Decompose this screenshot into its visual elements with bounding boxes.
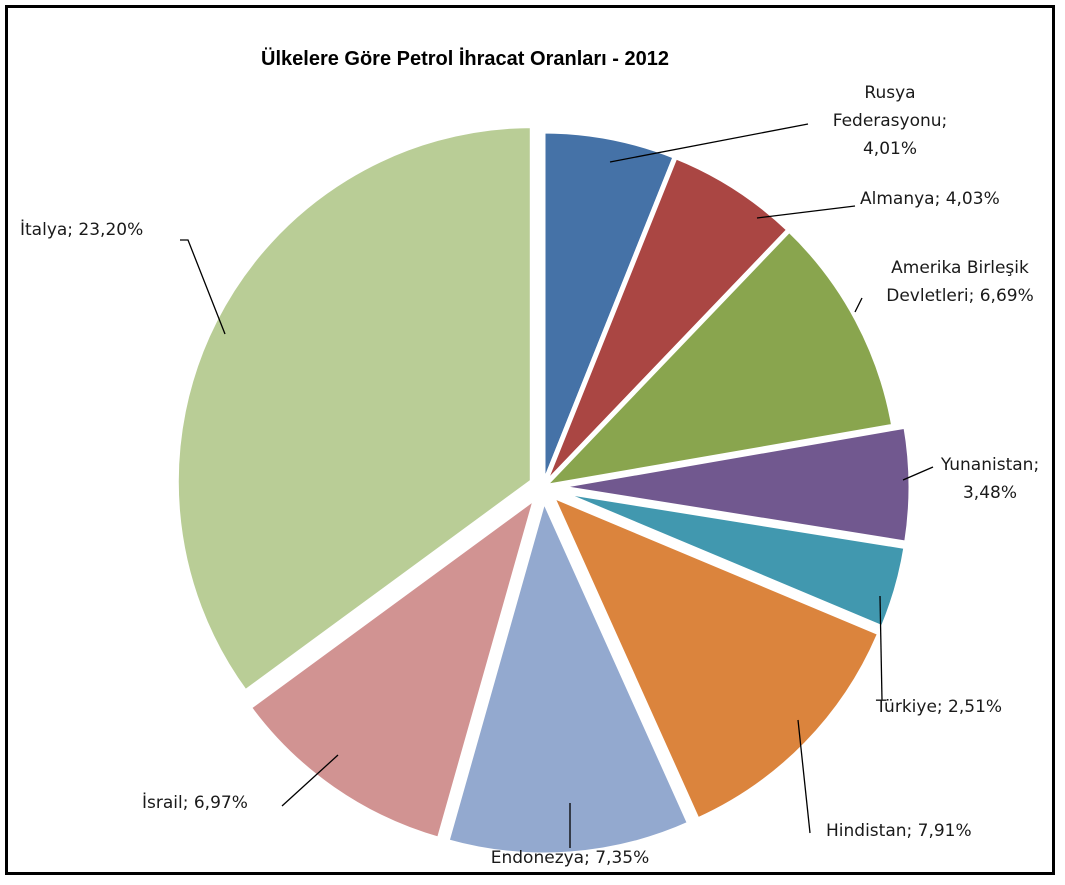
pie-slice-2	[540, 154, 792, 490]
pie-slice-7	[444, 496, 693, 858]
data-label-8: İsrail; 6,97%	[142, 792, 248, 813]
data-label-5: Türkiye; 2,51%	[875, 697, 1002, 717]
data-label-2: Almanya; 4,03%	[860, 189, 1000, 209]
leader-line-1	[609, 123, 809, 163]
pie-slice-8	[246, 494, 539, 842]
chart-title: Ülkelere Göre Petrol İhracat Oranları - …	[261, 48, 669, 70]
pie-slice-5	[552, 487, 909, 631]
data-label-9: İtalya; 23,20%	[20, 219, 143, 240]
leader-line-9	[180, 239, 226, 335]
data-label-4: Yunanistan; 3,48%	[940, 455, 1039, 503]
pie-slice-9	[173, 123, 535, 695]
leader-line-8	[281, 754, 339, 807]
leader-line-2	[756, 205, 856, 219]
pie-slice-3	[540, 227, 897, 490]
data-label-7: Endonezya; 7,35%	[491, 848, 649, 868]
leader-line-5	[879, 595, 883, 701]
leader-line-3	[854, 297, 863, 313]
leader-line-6	[797, 719, 811, 834]
leader-line-4	[902, 466, 934, 481]
data-label-6: Hindistan; 7,91%	[826, 821, 972, 841]
data-label-3: Amerika Birleşik Devletleri; 6,69%	[886, 258, 1034, 306]
pie-slice-6	[549, 492, 883, 823]
data-label-1: Rusya Federasyonu; 4,01%	[833, 83, 948, 159]
pie-slice-4	[552, 423, 914, 546]
